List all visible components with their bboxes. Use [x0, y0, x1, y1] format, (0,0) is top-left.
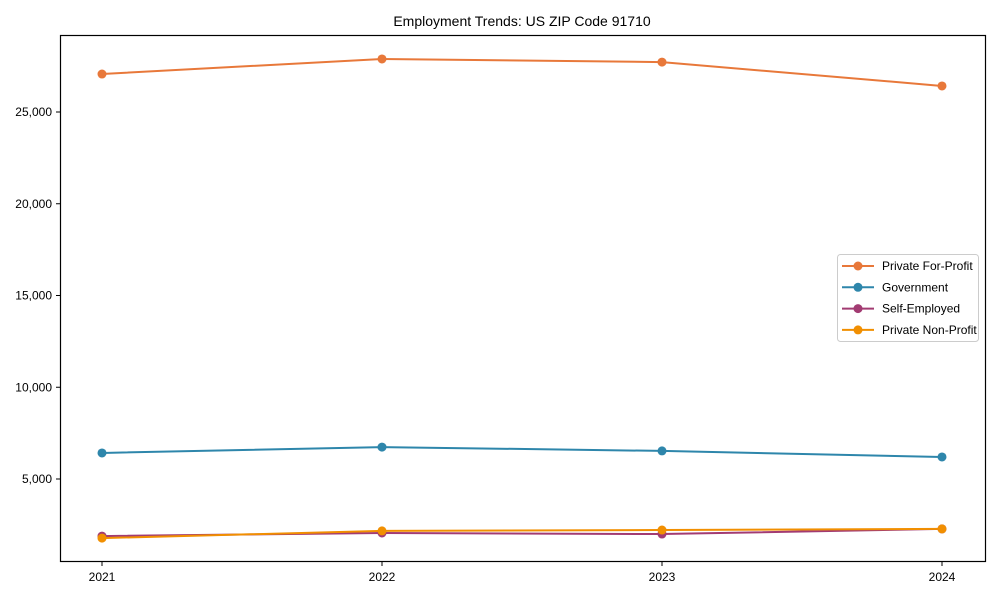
legend: Private For-Profit Government Self-Employe…: [837, 254, 979, 342]
data-point: [657, 57, 667, 67]
data-point: [937, 81, 947, 91]
data-point: [97, 448, 107, 458]
x-tick-label: 2021: [89, 570, 116, 584]
legend-box: [837, 254, 979, 342]
legend-marker-icon: [853, 261, 863, 271]
legend-marker-icon: [853, 325, 863, 335]
plot-area: [59, 34, 987, 563]
y-tick-label: 25,000: [15, 105, 52, 119]
legend-item: Private Non-Profit: [842, 323, 977, 337]
data-point: [97, 533, 107, 543]
series-private-non-profit: [97, 524, 947, 543]
y-tick-label: 15,000: [15, 289, 52, 303]
x-tick-label: 2024: [929, 570, 956, 584]
series-line: [101, 57, 943, 87]
series-self-employed: [97, 524, 947, 541]
chart-title: Employment Trends: US ZIP Code 91710: [393, 13, 651, 29]
legend-label: Private For-Profit: [882, 259, 973, 273]
legend-marker-icon: [853, 304, 863, 314]
series-layer: [97, 54, 947, 543]
x-axis: 2021 2022 2023 2024: [89, 562, 956, 584]
legend-item: Self-Employed: [842, 302, 960, 316]
legend-label: Self-Employed: [882, 302, 960, 316]
series-line: [101, 527, 943, 540]
data-point: [657, 446, 667, 456]
x-tick-label: 2022: [369, 570, 396, 584]
data-point: [377, 442, 387, 452]
legend-item: Government: [842, 280, 949, 294]
data-point: [937, 452, 947, 462]
series-private-for-profit: [97, 54, 947, 91]
x-tick-label: 2023: [649, 570, 676, 584]
legend-marker-icon: [853, 282, 863, 292]
data-point: [657, 525, 667, 535]
legend-item: Private For-Profit: [842, 259, 973, 273]
data-point: [937, 524, 947, 534]
data-point: [377, 54, 387, 64]
series-line: [101, 446, 943, 458]
legend-label: Government: [882, 280, 949, 294]
series-government: [97, 442, 947, 462]
y-tick-label: 10,000: [15, 380, 52, 394]
y-axis: 5,000 10,000 15,000 20,000 25,000: [15, 105, 60, 486]
data-point: [377, 526, 387, 536]
y-tick-label: 5,000: [22, 472, 52, 486]
legend-label: Private Non-Profit: [882, 323, 977, 337]
data-point: [97, 69, 107, 79]
y-tick-label: 20,000: [15, 197, 52, 211]
